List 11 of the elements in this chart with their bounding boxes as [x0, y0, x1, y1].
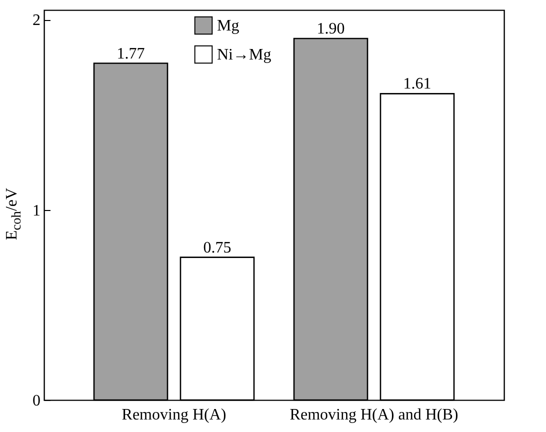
data-label: 0.75 [203, 239, 232, 256]
data-label: 1.90 [316, 20, 345, 38]
y-tick-label: 0 [32, 392, 40, 410]
data-label: 1.61 [403, 76, 432, 93]
y-tick-label: 1 [32, 202, 40, 220]
y-tick-label: 2 [32, 12, 40, 30]
x-tick-label: Removing H(A) [122, 406, 226, 424]
x-tick-label: Removing H(A) and H(B) [290, 406, 458, 424]
data-label: 1.77 [116, 45, 145, 62]
legend-label: Ni→Mg [217, 46, 272, 64]
legend-label: Mg [217, 18, 240, 34]
